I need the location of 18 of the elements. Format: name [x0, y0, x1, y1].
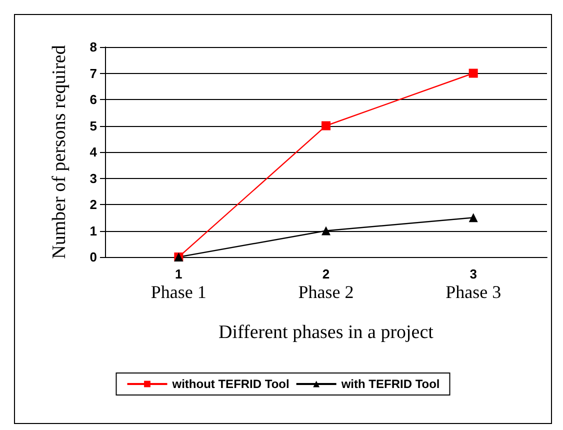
y-tick-label: 8 [90, 40, 97, 54]
x-tick-label: 1 Phase 1 [150, 266, 206, 302]
y-tick-label: 7 [90, 66, 97, 81]
y-tick-label: 4 [90, 144, 98, 160]
y-tick-label: 3 [90, 170, 97, 186]
x-tick-label: 3 Phase 3 [446, 266, 502, 302]
y-tick-label: 0 [90, 250, 97, 264]
x-tick-label: 2 Phase 2 [298, 266, 354, 302]
legend-label: with TEFRID Tool [340, 377, 440, 391]
y-tick-label: 5 [90, 118, 97, 134]
point [468, 68, 478, 78]
y-tick-label: 1 [90, 223, 97, 238]
y-axis-title: Number of persons required [49, 44, 70, 259]
y-tick-label: 6 [90, 92, 97, 107]
y-tick-label: 2 [90, 197, 97, 212]
x-axis-title: Different phases in a project [218, 322, 434, 343]
legend-label: without TEFRID Tool [171, 377, 290, 391]
point [322, 121, 330, 130]
